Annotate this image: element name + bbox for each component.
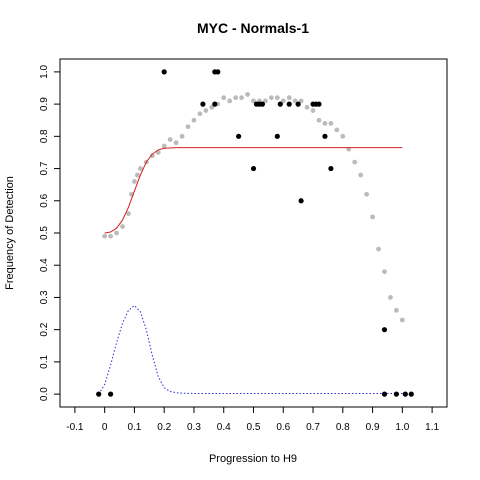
x-axis: -0.1 0 0.1 0.2 0.3 0.4 0.5 0.6 0.7 0.8 0.9 1.0 1.1 bbox=[66, 407, 439, 433]
chart-title: MYC - Normals-1 bbox=[197, 20, 309, 36]
x-tick-label: 0.2 bbox=[157, 422, 171, 433]
smooth-point bbox=[233, 95, 238, 100]
observed-point bbox=[162, 69, 167, 74]
smooth-point bbox=[376, 247, 381, 252]
smooth-point bbox=[180, 134, 185, 139]
y-tick-label: 0.9 bbox=[39, 97, 50, 111]
y-tick-label: 0.7 bbox=[39, 161, 50, 175]
x-axis-label: Progression to H9 bbox=[209, 453, 297, 465]
x-tick-label: 0.8 bbox=[336, 422, 350, 433]
y-tick-label: 0.1 bbox=[39, 355, 50, 369]
smooth-point bbox=[135, 173, 140, 178]
smooth-point bbox=[245, 92, 250, 97]
y-axis: 0.0 0.1 0.2 0.3 0.4 0.5 0.6 0.7 0.8 0.9 1.0 bbox=[39, 65, 60, 402]
observed-point bbox=[394, 392, 399, 397]
smooth-point bbox=[394, 308, 399, 313]
x-tick-label: -0.1 bbox=[66, 422, 84, 433]
y-tick-label: 0.8 bbox=[39, 129, 50, 143]
observed-point bbox=[275, 134, 280, 139]
smooth-point bbox=[275, 95, 280, 100]
observed-point bbox=[212, 69, 217, 74]
y-tick-label: 0.0 bbox=[39, 387, 50, 401]
observed-point bbox=[236, 134, 241, 139]
smooth-point bbox=[168, 137, 173, 142]
observed-point bbox=[382, 392, 387, 397]
y-tick-label: 0.2 bbox=[39, 322, 50, 336]
fit-line bbox=[105, 148, 403, 233]
x-tick-label: 0.6 bbox=[276, 422, 290, 433]
smooth-point bbox=[334, 127, 339, 132]
smooth-point bbox=[102, 234, 107, 239]
observed-point bbox=[251, 166, 256, 171]
observed-point bbox=[328, 166, 333, 171]
x-tick-label: 0 bbox=[102, 422, 108, 433]
y-tick-label: 0.4 bbox=[39, 258, 50, 272]
series-layer bbox=[96, 69, 414, 396]
observed-point bbox=[296, 102, 301, 107]
x-tick-label: 0.4 bbox=[217, 422, 231, 433]
observed-point bbox=[409, 392, 414, 397]
y-tick-label: 1.0 bbox=[39, 65, 50, 79]
smooth-point bbox=[317, 118, 322, 123]
smooth-point bbox=[305, 105, 310, 110]
observed-point bbox=[287, 102, 292, 107]
smooth-point bbox=[358, 173, 363, 178]
observed-point bbox=[96, 392, 101, 397]
observed-point bbox=[212, 102, 217, 107]
x-tick-label: 0.1 bbox=[127, 422, 141, 433]
observed-point bbox=[299, 198, 304, 203]
x-tick-label: 0.9 bbox=[366, 422, 380, 433]
y-tick-label: 0.5 bbox=[39, 226, 50, 240]
smooth-point bbox=[311, 108, 316, 113]
observed-point bbox=[260, 102, 265, 107]
smooth-point bbox=[203, 108, 208, 113]
observed-point bbox=[322, 134, 327, 139]
smooth-point bbox=[114, 231, 119, 236]
observed-point bbox=[200, 102, 205, 107]
smooth-point bbox=[287, 95, 292, 100]
y-tick-label: 0.6 bbox=[39, 193, 50, 207]
smooth-point bbox=[227, 98, 232, 103]
y-tick-label: 0.3 bbox=[39, 290, 50, 304]
smooth-point bbox=[192, 118, 197, 123]
smooth-point bbox=[340, 134, 345, 139]
smooth-point bbox=[108, 234, 113, 239]
smooth-point bbox=[221, 95, 226, 100]
smooth-point bbox=[400, 318, 405, 323]
smooth-point bbox=[364, 192, 369, 197]
smooth-point bbox=[269, 95, 274, 100]
smooth-point bbox=[323, 121, 328, 126]
observed-point bbox=[403, 392, 408, 397]
y-axis-label: Frequency of Detection bbox=[4, 176, 16, 290]
observed-point bbox=[382, 327, 387, 332]
x-tick-label: 1.0 bbox=[395, 422, 409, 433]
observed-point bbox=[108, 392, 113, 397]
x-tick-label: 0.3 bbox=[187, 422, 201, 433]
smooth-point bbox=[329, 121, 334, 126]
x-tick-label: 0.5 bbox=[247, 422, 261, 433]
smooth-point bbox=[382, 269, 387, 274]
smooth-point bbox=[370, 214, 375, 219]
smooth-point bbox=[120, 224, 125, 229]
smooth-point bbox=[388, 295, 393, 300]
x-tick-label: 1.1 bbox=[425, 422, 439, 433]
smooth-point bbox=[239, 95, 244, 100]
observed-point bbox=[278, 102, 283, 107]
x-tick-label: 0.7 bbox=[306, 422, 320, 433]
smooth-point bbox=[132, 179, 137, 184]
smooth-point bbox=[352, 160, 357, 165]
smooth-point bbox=[186, 124, 191, 129]
smooth-point bbox=[162, 144, 167, 149]
density-line bbox=[99, 306, 403, 395]
smooth-point bbox=[198, 111, 203, 116]
observed-point bbox=[316, 102, 321, 107]
smooth-point bbox=[174, 140, 179, 145]
